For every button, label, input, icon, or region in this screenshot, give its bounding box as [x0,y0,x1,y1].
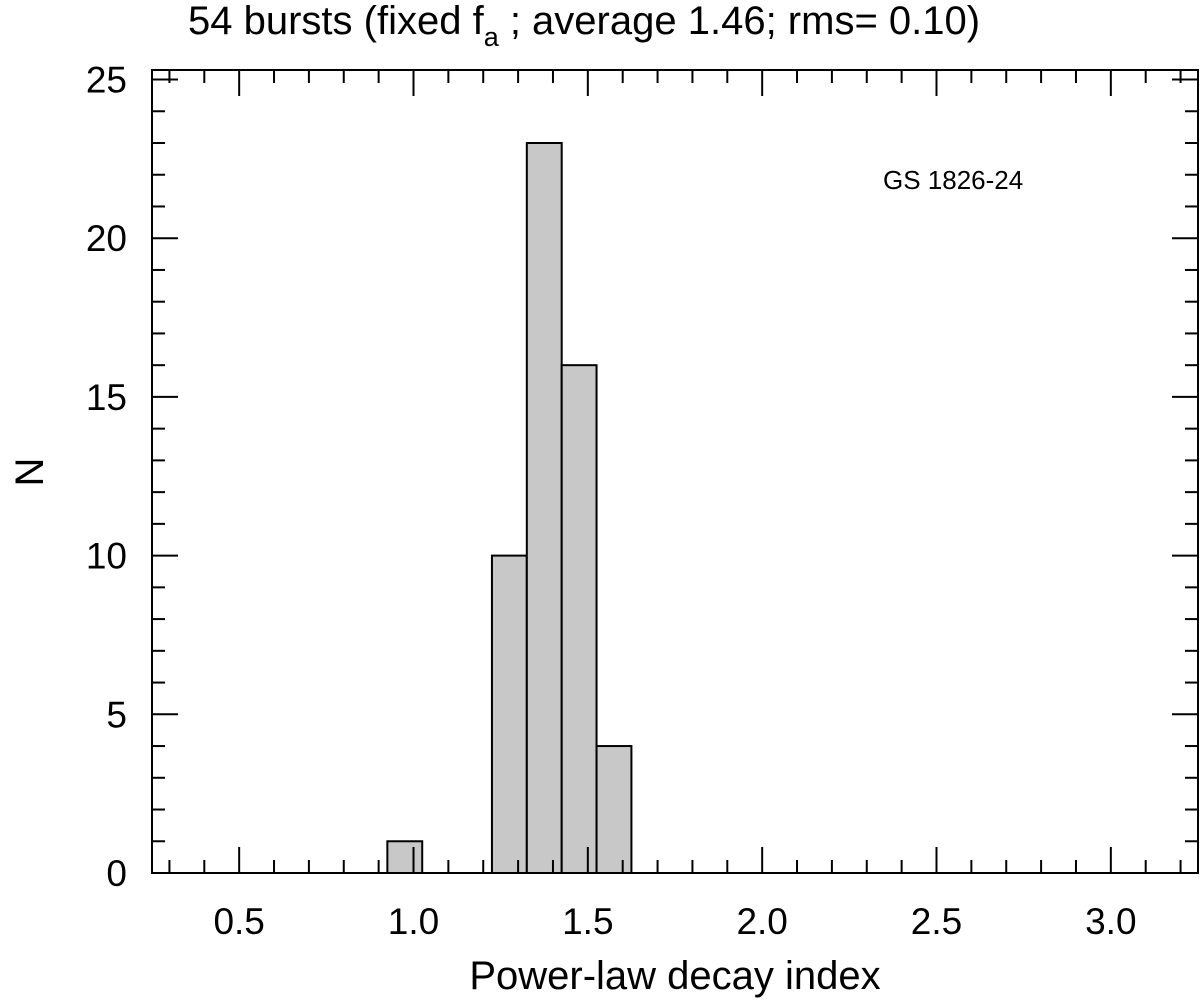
histogram-bar [525,142,563,874]
x-tick-label: 1.5 [562,901,613,942]
histogram-bar [490,554,528,874]
histogram-bars [386,142,633,874]
chart-title-prefix: 54 bursts (fixed f [188,0,485,43]
tick-labels: 0.5 1.0 1.5 2.0 2.5 3.0 0 5 10 15 20 25 [86,60,1137,942]
x-tick-label: 1.0 [388,901,439,942]
x-tick-label: 2.5 [911,901,962,942]
x-tick-label: 2.0 [736,901,787,942]
x-tick-label: 3.0 [1085,901,1136,942]
y-tick-label: 0 [106,853,127,894]
histogram-bar [560,364,598,874]
y-tick-label: 15 [86,377,127,418]
histogram-bar [595,745,633,874]
x-axis-label: Power-law decay index [469,954,880,998]
axis-ticks [152,70,1198,874]
x-tick-label: 0.5 [213,901,264,942]
y-tick-label: 5 [106,694,127,735]
chart-title: 54 bursts (fixed fa ; average 1.46; rms=… [188,0,980,52]
y-tick-label: 20 [86,218,127,259]
annotation-label: GS 1826-24 [883,165,1023,195]
y-tick-label: 10 [86,536,127,577]
y-tick-label: 25 [86,60,127,101]
histogram-bar [386,840,424,874]
y-axis-label: N [8,458,52,487]
chart-title-suffix: ; average 1.46; rms= 0.10) [499,0,980,43]
chart-title-subscript: a [484,22,500,52]
plot-frame [151,69,1199,874]
